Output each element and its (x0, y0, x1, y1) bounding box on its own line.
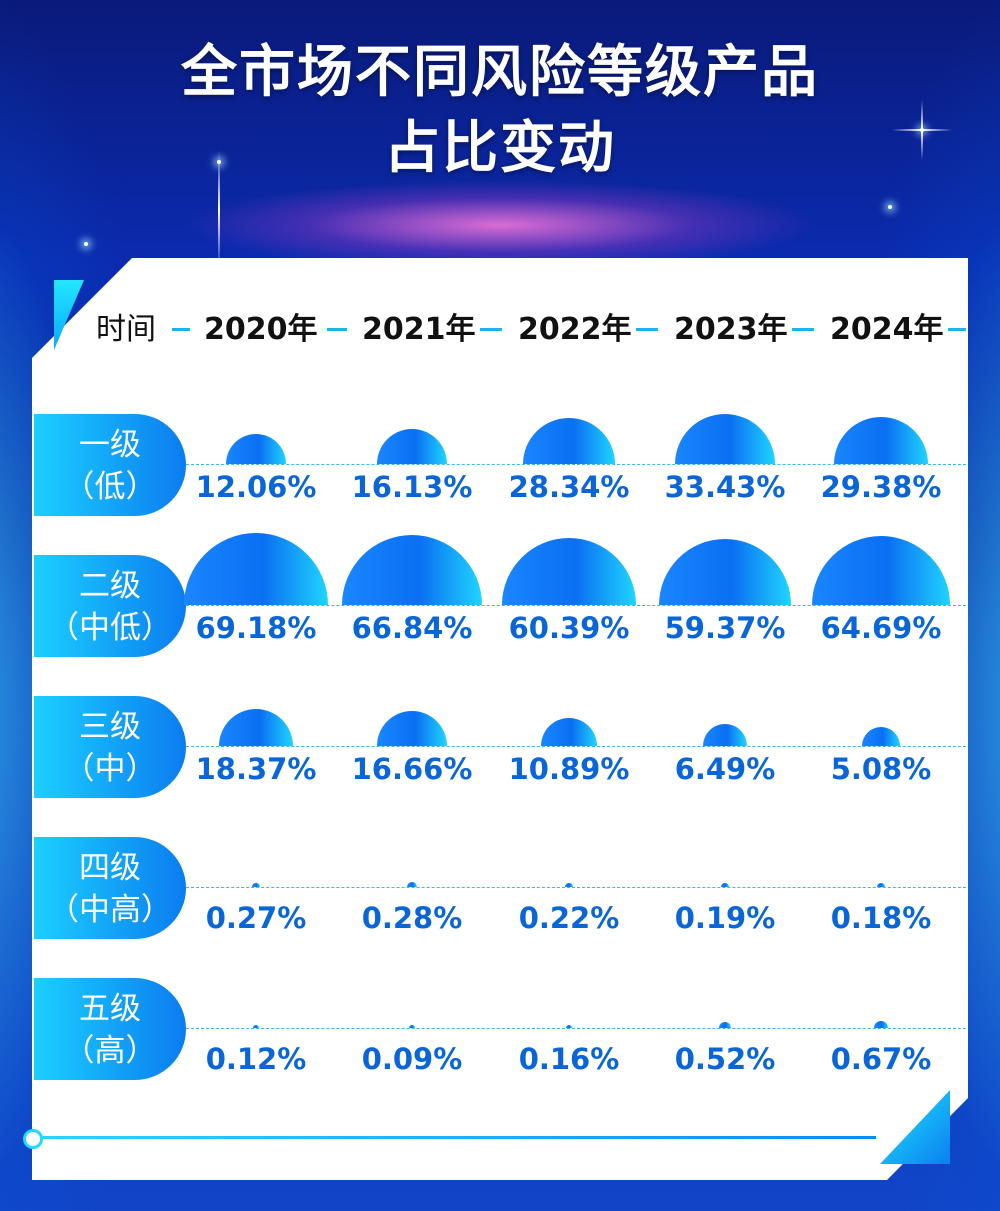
value-label: 0.67% (830, 1042, 932, 1076)
value-label: 0.28% (361, 901, 463, 935)
value-label: 0.18% (830, 901, 932, 935)
row-baseline (186, 746, 966, 747)
dome-mark (718, 1021, 732, 1028)
value-label: 33.43% (664, 470, 786, 504)
header-year-2021: 2021年 (362, 312, 476, 347)
risk-level-name: 三级 (79, 709, 141, 745)
row-baseline (186, 464, 966, 465)
header-time-label: 时间 (96, 312, 156, 347)
risk-level-5-label: 五级 （高） (34, 978, 186, 1080)
value-label: 66.84% (351, 611, 473, 645)
header-dash (480, 328, 502, 331)
risk-level-name: 一级 (79, 427, 141, 463)
risk-level-2-label: 二级 （中低） (34, 555, 186, 657)
row-baseline (186, 1028, 966, 1029)
dome-mark (703, 724, 747, 746)
value-label: 0.09% (361, 1042, 463, 1076)
value-label: 16.13% (351, 470, 473, 504)
star-decoration (888, 205, 892, 209)
page-subtitle: 占比变动 (384, 116, 616, 181)
risk-level-sub: （低） (63, 469, 157, 505)
row-baseline (186, 605, 966, 606)
sparkle-decoration (218, 150, 220, 270)
header-dash (172, 328, 190, 331)
header-dash (327, 328, 347, 331)
value-label: 59.37% (664, 611, 786, 645)
star-decoration (84, 242, 88, 246)
value-label: 12.06% (195, 470, 317, 504)
dome-mark (407, 882, 417, 887)
dome-mark (253, 1025, 259, 1028)
dome-mark (251, 882, 261, 887)
risk-level-name: 二级 (79, 568, 141, 604)
value-label: 6.49% (674, 752, 776, 786)
value-label: 5.08% (830, 752, 932, 786)
page-title: 全市场不同风险等级产品 (181, 40, 819, 105)
value-label: 0.12% (205, 1042, 307, 1076)
dome-mark (565, 1024, 573, 1028)
value-label: 64.69% (820, 611, 942, 645)
header-dash (792, 328, 814, 331)
value-label: 69.18% (195, 611, 317, 645)
value-label: 0.16% (518, 1042, 620, 1076)
value-label: 18.37% (195, 752, 317, 786)
header-year-2023: 2023年 (674, 312, 788, 347)
value-label: 0.22% (518, 901, 620, 935)
header-dash (948, 328, 966, 331)
risk-level-name: 五级 (79, 991, 141, 1027)
bottom-dot (23, 1129, 43, 1149)
value-label: 60.39% (508, 611, 630, 645)
value-label: 0.52% (674, 1042, 776, 1076)
risk-level-sub: （中低） (48, 610, 172, 646)
dome-mark (721, 883, 729, 887)
value-label: 16.66% (351, 752, 473, 786)
value-label: 0.27% (205, 901, 307, 935)
value-label: 28.34% (508, 470, 630, 504)
bottom-line (40, 1136, 876, 1139)
dome-mark (564, 882, 574, 887)
header-year-2020: 2020年 (204, 312, 318, 347)
risk-level-sub: （高） (63, 1033, 157, 1069)
risk-level-3-label: 三级 （中） (34, 696, 186, 798)
risk-level-4-label: 四级 （中高） (34, 837, 186, 939)
row-baseline (186, 887, 966, 888)
sparkle-decoration (892, 129, 952, 131)
value-label: 29.38% (820, 470, 942, 504)
header-year-2022: 2022年 (518, 312, 632, 347)
value-label: 0.19% (674, 901, 776, 935)
risk-level-name: 四级 (79, 850, 141, 886)
dome-mark (873, 1020, 889, 1028)
risk-level-sub: （中高） (48, 892, 172, 928)
dome-mark (409, 1025, 415, 1028)
dome-mark (877, 883, 885, 887)
chart-panel (32, 258, 968, 1180)
risk-level-1-label: 一级 （低） (34, 414, 186, 516)
header-dash (636, 328, 658, 331)
header-year-2024: 2024年 (830, 312, 944, 347)
value-label: 10.89% (508, 752, 630, 786)
risk-level-sub: （中） (63, 751, 157, 787)
dome-mark (861, 726, 901, 746)
